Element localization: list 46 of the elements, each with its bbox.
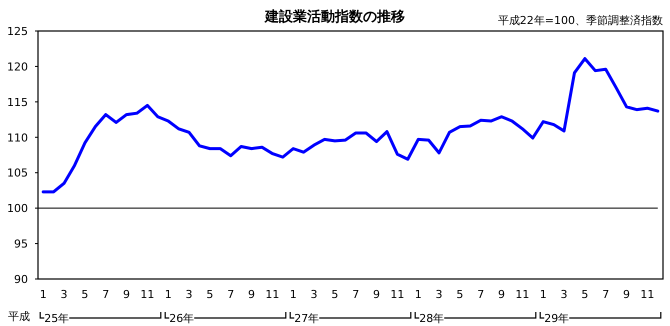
ytick: 120 xyxy=(7,60,28,74)
xtick: 5 xyxy=(81,288,88,301)
ytick: 90 xyxy=(14,273,28,286)
xtick: 11 xyxy=(390,288,404,301)
xtick: 5 xyxy=(331,288,338,301)
xtick: 1 xyxy=(540,288,547,301)
xtick: 11 xyxy=(640,288,654,301)
xtick: 9 xyxy=(373,288,380,301)
xtick: 1 xyxy=(290,288,297,301)
xtick: 7 xyxy=(102,288,110,301)
annotation: 26年 xyxy=(169,312,194,325)
xtick: 7 xyxy=(227,288,234,301)
ytick: 105 xyxy=(7,166,28,180)
xtick: 1 xyxy=(414,288,422,301)
title: 建設業活動指数の推移 xyxy=(265,9,405,25)
annotation: 25年 xyxy=(44,312,70,325)
ytick: 115 xyxy=(7,96,28,109)
xtick: 3 xyxy=(310,288,318,301)
xtick: 5 xyxy=(581,288,588,301)
xtick: 9 xyxy=(248,288,256,301)
ytick: 100 xyxy=(7,202,28,216)
xtick: 3 xyxy=(60,288,68,301)
xtick: 7 xyxy=(602,288,610,301)
xtick: 5 xyxy=(456,288,464,301)
annotation: 28年 xyxy=(419,312,444,325)
xtick: 9 xyxy=(498,288,506,301)
ytick: 110 xyxy=(7,131,28,144)
xtick: 5 xyxy=(206,288,214,301)
xlabel: 平成 xyxy=(8,310,30,323)
xtick: 9 xyxy=(123,288,130,301)
xtick: 11 xyxy=(515,288,530,301)
xtick: 3 xyxy=(560,288,568,301)
ytick: 95 xyxy=(14,238,28,251)
xtick: 9 xyxy=(623,288,630,301)
xtick: 3 xyxy=(186,288,193,301)
subtitle: 平成22年=100、季節調整済指数 xyxy=(498,14,663,27)
xtick: 7 xyxy=(477,288,484,301)
ytick: 125 xyxy=(7,25,28,38)
xtick: 11 xyxy=(265,288,280,301)
xtick: 1 xyxy=(164,288,172,301)
xtick: 1 xyxy=(40,288,47,301)
xtick: 7 xyxy=(352,288,360,301)
xtick: 11 xyxy=(140,288,154,301)
annotation: 27年 xyxy=(294,312,320,325)
annotation: 29年 xyxy=(544,312,570,325)
xtick: 3 xyxy=(436,288,443,301)
